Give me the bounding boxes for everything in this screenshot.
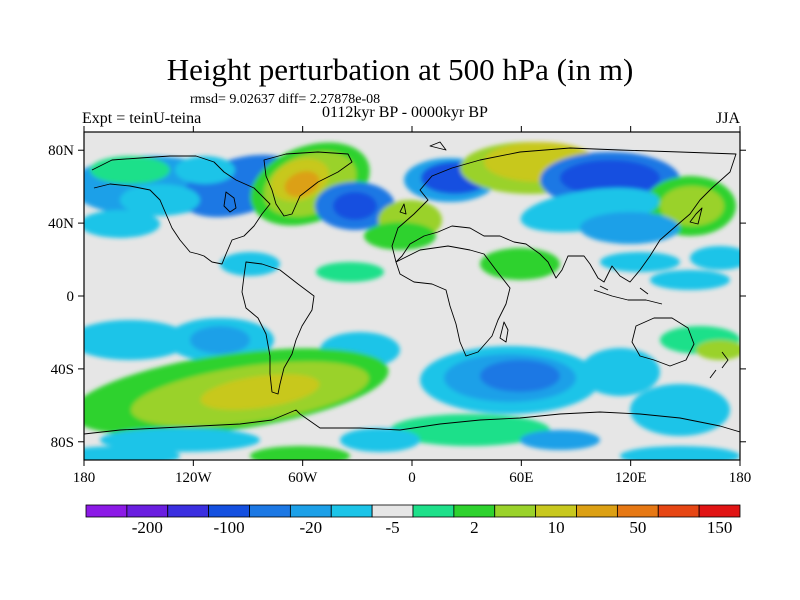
coast-antarctica [84, 409, 740, 435]
colorbar-swatch [371, 504, 414, 518]
colorbar-swatch [535, 504, 577, 518]
lon-label: 180 [73, 470, 96, 486]
coast-japan [689, 207, 703, 225]
lon-label: 60W [288, 470, 318, 486]
anomaly-region [600, 252, 680, 272]
lon-label: 0 [408, 470, 416, 486]
anomaly-region [696, 340, 740, 360]
colorbar-label: -5 [385, 518, 399, 537]
lat-label: 80N [48, 143, 74, 159]
anomaly-region [200, 374, 320, 410]
lat-label: 80S [51, 435, 74, 451]
axis-ticks [78, 126, 746, 466]
lon-label: 120E [615, 470, 647, 486]
rmsd-diff-stats: rmsd= 9.02637 diff= 2.27878e-08 [190, 92, 381, 107]
colorbar-swatch [494, 504, 537, 518]
colorbar-label: -200 [132, 518, 163, 537]
colorbar-label: 2 [470, 518, 479, 537]
coast-new-zealand [709, 351, 729, 379]
coast-north-america [91, 155, 271, 265]
coast-indonesia [593, 285, 663, 305]
plot-title: Height perturbation at 500 hPa (in m) [166, 52, 634, 87]
anomaly-region [520, 430, 600, 450]
anomaly-region [84, 210, 160, 238]
lat-label: 40S [51, 362, 74, 378]
coast-eurasia [391, 147, 737, 283]
axis-labels: 80N 40N 0 40S 80S 180 120W 60W 0 60E 120E 180 [48, 143, 751, 486]
anomaly-region [175, 156, 235, 184]
anomaly-region [90, 156, 170, 184]
anomaly-region [190, 326, 250, 354]
anomaly-region [250, 446, 350, 460]
colorbar-swatch [330, 504, 373, 518]
lon-label: 180 [729, 470, 752, 486]
colorbar: -200 -100 -20 -5 2 10 50 150 [85, 504, 741, 537]
anomaly-region [480, 248, 560, 280]
colorbar-label: -100 [213, 518, 244, 537]
colorbar-label: -20 [299, 518, 322, 537]
anomaly-region [580, 348, 660, 396]
lat-label: 40N [48, 216, 74, 232]
colorbar-swatch [616, 504, 659, 518]
colorbar-swatch [167, 504, 210, 518]
coast-uk [399, 203, 407, 215]
coastlines [84, 141, 740, 435]
map-panel [84, 132, 740, 460]
lat-label: 0 [67, 289, 75, 305]
anomaly-region [690, 246, 740, 270]
colorbar-swatch [249, 504, 291, 518]
colorbar-swatch [657, 504, 700, 518]
colorbar-swatch [85, 504, 128, 518]
anomaly-region [630, 384, 730, 436]
height-anomaly-field [84, 142, 740, 460]
anomaly-region [620, 446, 740, 460]
anomaly-region [84, 446, 180, 460]
coast-greenland [263, 151, 353, 217]
season-label: JJA [716, 110, 741, 127]
colorbar-swatch [412, 504, 455, 518]
anomaly-region [650, 270, 730, 290]
lon-label: 60E [509, 470, 533, 486]
anomaly-region [390, 414, 550, 446]
anomaly-region [340, 428, 420, 452]
colorbar-label: 10 [548, 518, 565, 537]
anomaly-region [364, 222, 436, 250]
colorbar-label: 50 [629, 518, 646, 537]
anomaly-region [220, 252, 280, 276]
colorbar-swatch [453, 504, 496, 518]
anomaly-region [560, 160, 660, 196]
colorbar-swatch [208, 504, 250, 518]
experiment-label: Expt = teinU-teina [82, 110, 202, 127]
coast-south-america [241, 261, 315, 395]
anomaly-region [580, 212, 680, 244]
anomaly-region [333, 192, 377, 220]
colorbar-swatch [289, 504, 332, 518]
coast-hudson-bay [223, 191, 237, 213]
colorbar-swatch [698, 504, 741, 518]
anomaly-region [316, 262, 384, 282]
coast-madagascar [499, 321, 509, 343]
period-label: 0112kyr BP - 0000kyr BP [322, 104, 488, 121]
lon-label: 120W [175, 470, 213, 486]
colorbar-label: 150 [707, 518, 733, 537]
colorbar-swatch [576, 504, 618, 518]
anomaly-region [660, 186, 724, 226]
anomaly-region [84, 320, 190, 360]
coast-africa [395, 245, 511, 357]
anomaly-region [100, 428, 260, 452]
anomaly-region [480, 360, 560, 392]
coast-svalbard [429, 141, 447, 151]
colorbar-swatch [126, 504, 169, 518]
coast-australia [631, 317, 695, 367]
anomaly-region [284, 171, 320, 197]
